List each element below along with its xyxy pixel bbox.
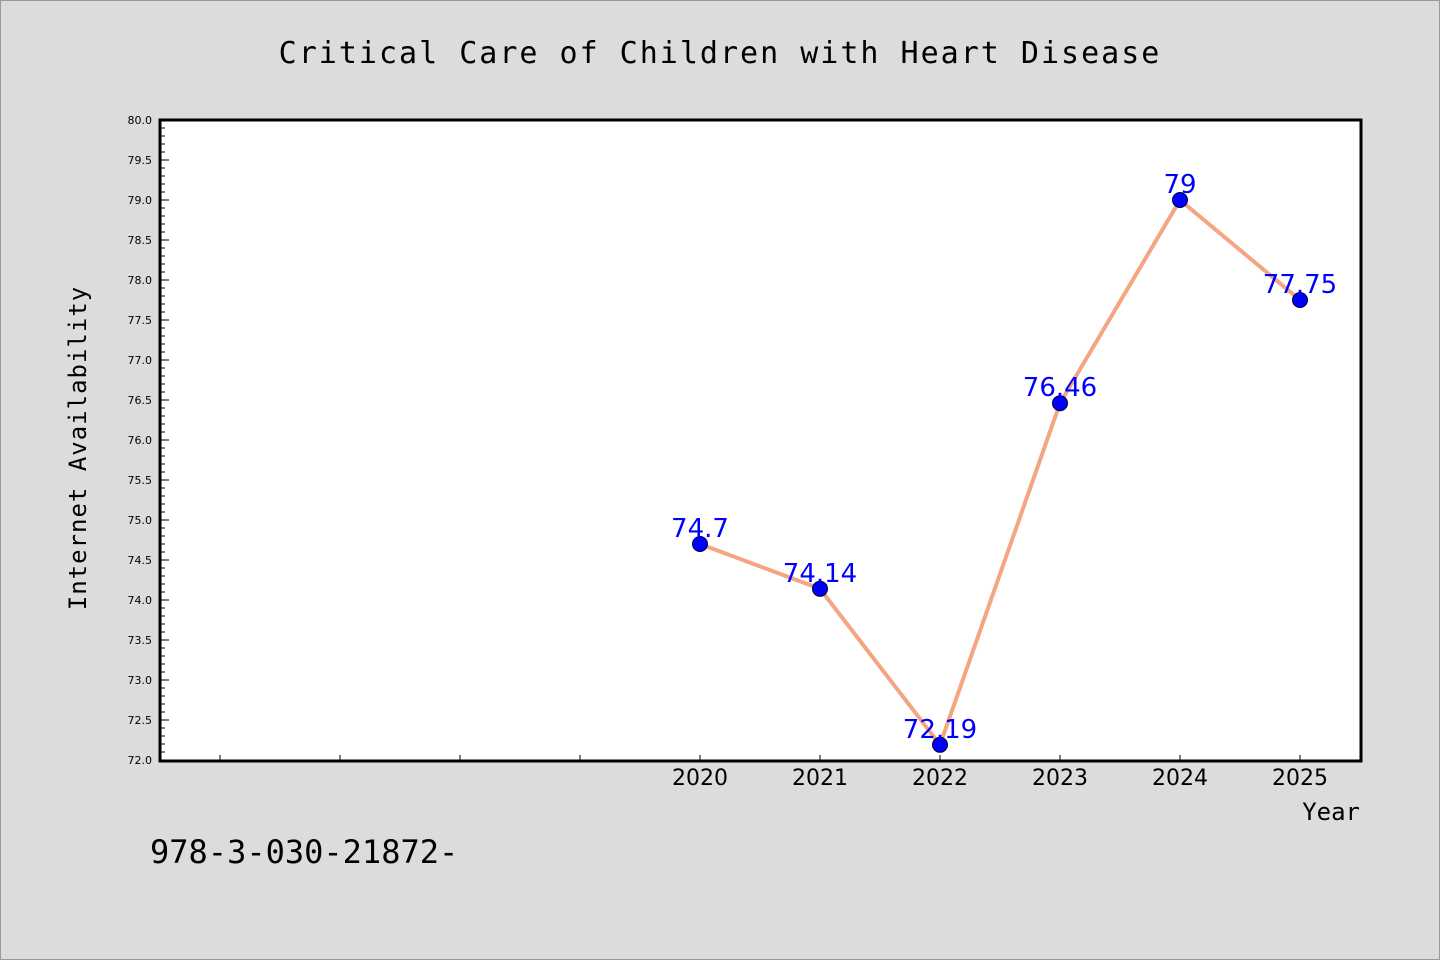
series-line-group: 74.7 74.14 72.19 76.46 79 77.75 <box>671 170 1337 753</box>
y-tick-label: 73.0 <box>128 674 153 687</box>
x-tick-label: 2022 <box>912 766 968 791</box>
data-point-marker <box>1292 292 1308 308</box>
y-tick-label: 72.0 <box>128 754 153 767</box>
y-tick-label: 79.5 <box>128 154 153 167</box>
plot-area <box>158 118 1363 763</box>
x-tick-label: 2020 <box>672 766 728 791</box>
y-tick-label: 77.5 <box>128 314 153 327</box>
data-point-marker <box>812 580 828 597</box>
y-tick-label: 79.0 <box>128 194 153 207</box>
y-tick-label: 76.5 <box>128 394 153 407</box>
data-point-marker <box>1052 395 1068 412</box>
data-label: 74.14 <box>783 559 857 589</box>
y-tick-label: 74.0 <box>128 594 153 607</box>
y-tick-label: 73.5 <box>128 634 153 647</box>
data-label: 76.46 <box>1023 373 1097 403</box>
y-tick-label: 76.0 <box>128 434 153 447</box>
x-axis: 2020 2021 2022 2023 2024 2025 <box>219 755 1328 791</box>
x-tick-label: 2021 <box>792 766 848 791</box>
footer-isbn-text: 978-3-030-21872- <box>150 833 458 871</box>
chart-title: Critical Care of Children with Heart Dis… <box>279 36 1162 71</box>
data-label: 74.7 <box>671 514 729 544</box>
data-point-marker <box>932 736 948 753</box>
y-axis-label: Internet Availability <box>64 286 92 610</box>
data-point-marker <box>1172 192 1188 208</box>
y-tick-label: 78.5 <box>128 234 153 247</box>
y-tick-label: 74.5 <box>128 554 153 567</box>
data-point-marker <box>692 536 708 552</box>
y-tick-label: 75.0 <box>128 514 153 527</box>
y-tick-label: 80.0 <box>128 114 153 127</box>
y-tick-label: 77.0 <box>128 354 153 367</box>
x-tick-label: 2023 <box>1032 766 1088 791</box>
x-tick-label: 2024 <box>1152 766 1208 791</box>
y-axis: 72.0 72.5 73.0 73.5 74.0 74.5 75.0 75.5 76.0 76.5… <box>128 114 169 767</box>
data-label: 79 <box>1163 170 1196 200</box>
y-tick-label: 75.5 <box>128 474 153 487</box>
y-tick-label: 72.5 <box>128 714 153 727</box>
y-tick-label: 78.0 <box>128 274 153 287</box>
data-label: 72.19 <box>903 715 977 745</box>
x-axis-label: Year <box>1302 798 1360 826</box>
data-label: 77.75 <box>1263 270 1337 300</box>
x-tick-label: 2025 <box>1272 766 1328 791</box>
series-line <box>699 198 1302 747</box>
